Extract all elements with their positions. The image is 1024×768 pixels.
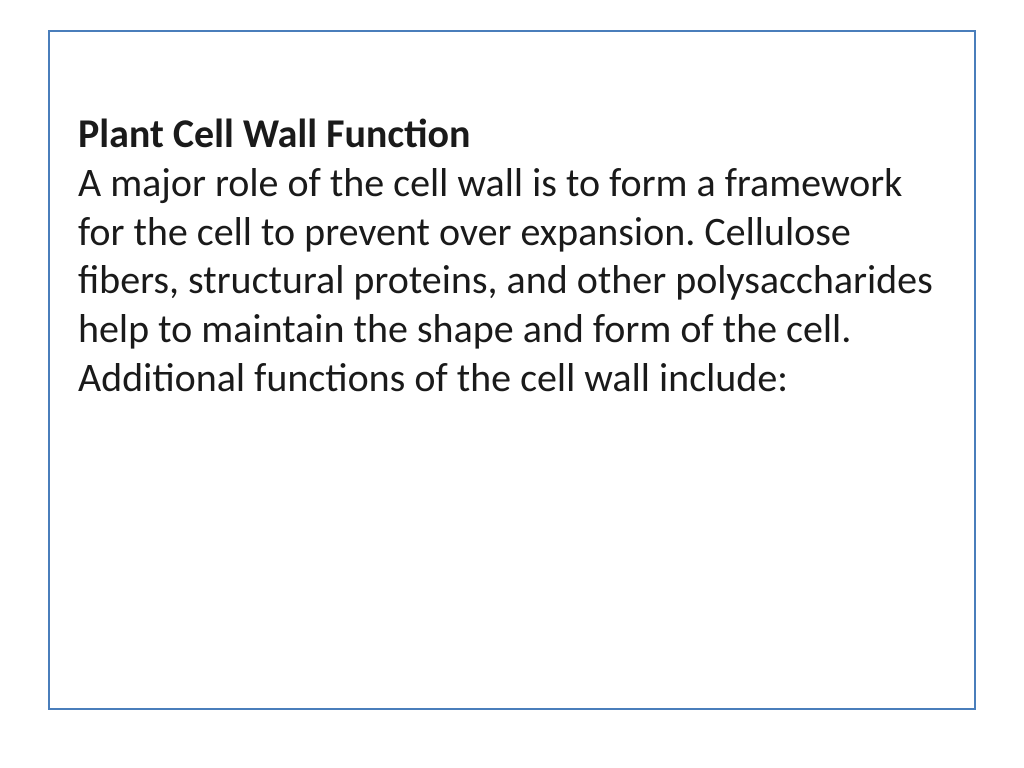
slide-body-text: A major role of the cell wall is to form… [78,158,933,402]
slide: Plant Cell Wall Function A major role of… [0,0,1024,768]
text-box: Plant Cell Wall Function A major role of… [48,30,976,710]
slide-heading: Plant Cell Wall Function [78,109,471,158]
